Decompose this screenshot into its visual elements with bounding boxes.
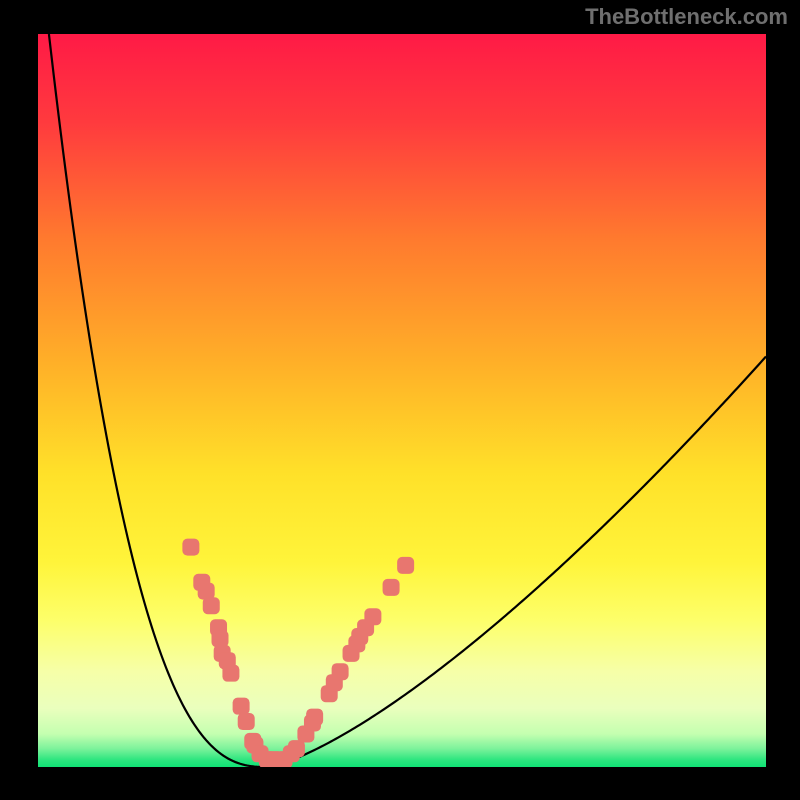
data-marker (233, 698, 250, 715)
data-marker (364, 608, 381, 625)
data-marker (332, 663, 349, 680)
data-marker (306, 709, 323, 726)
data-marker (397, 557, 414, 574)
bottleneck-curve (49, 34, 766, 767)
data-marker (203, 597, 220, 614)
data-marker (212, 630, 229, 647)
data-marker (222, 665, 239, 682)
data-marker (288, 740, 305, 757)
watermark-text: TheBottleneck.com (585, 4, 788, 30)
data-marker (198, 583, 215, 600)
data-marker (182, 539, 199, 556)
chart-svg (38, 34, 766, 767)
data-marker (383, 579, 400, 596)
marker-group (182, 539, 414, 767)
data-marker (238, 713, 255, 730)
chart-container: TheBottleneck.com (0, 0, 800, 800)
plot-area (38, 34, 766, 767)
